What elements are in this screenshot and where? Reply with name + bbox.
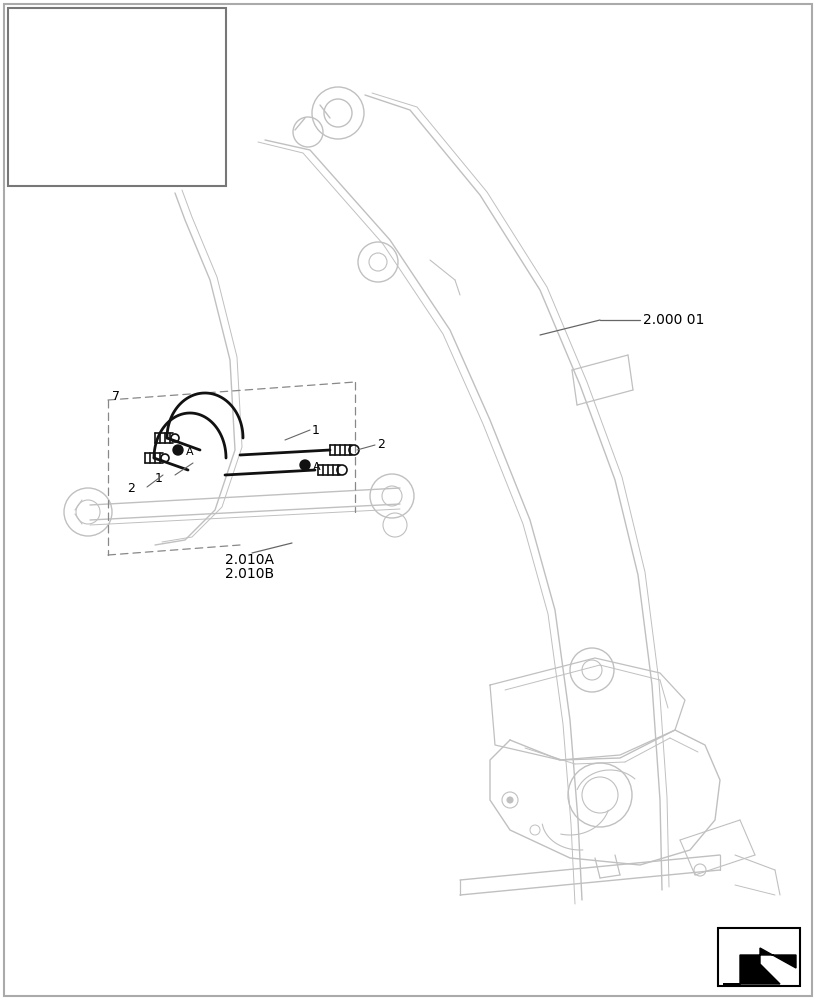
Text: 1: 1 — [312, 424, 320, 436]
Text: 2.010B: 2.010B — [225, 567, 274, 581]
Text: 7: 7 — [112, 389, 120, 402]
Circle shape — [173, 445, 183, 455]
Circle shape — [507, 797, 513, 803]
Text: 1: 1 — [155, 472, 163, 485]
Bar — [8, 8, 226, 186]
Text: 2: 2 — [127, 482, 135, 494]
Polygon shape — [723, 948, 796, 984]
Text: 2.010A: 2.010A — [225, 553, 274, 567]
Text: 2: 2 — [377, 438, 385, 452]
Text: A: A — [313, 462, 321, 472]
Bar — [718, 928, 800, 986]
Text: A: A — [186, 447, 193, 457]
Circle shape — [300, 460, 310, 470]
Text: 2.000 01: 2.000 01 — [643, 313, 704, 327]
